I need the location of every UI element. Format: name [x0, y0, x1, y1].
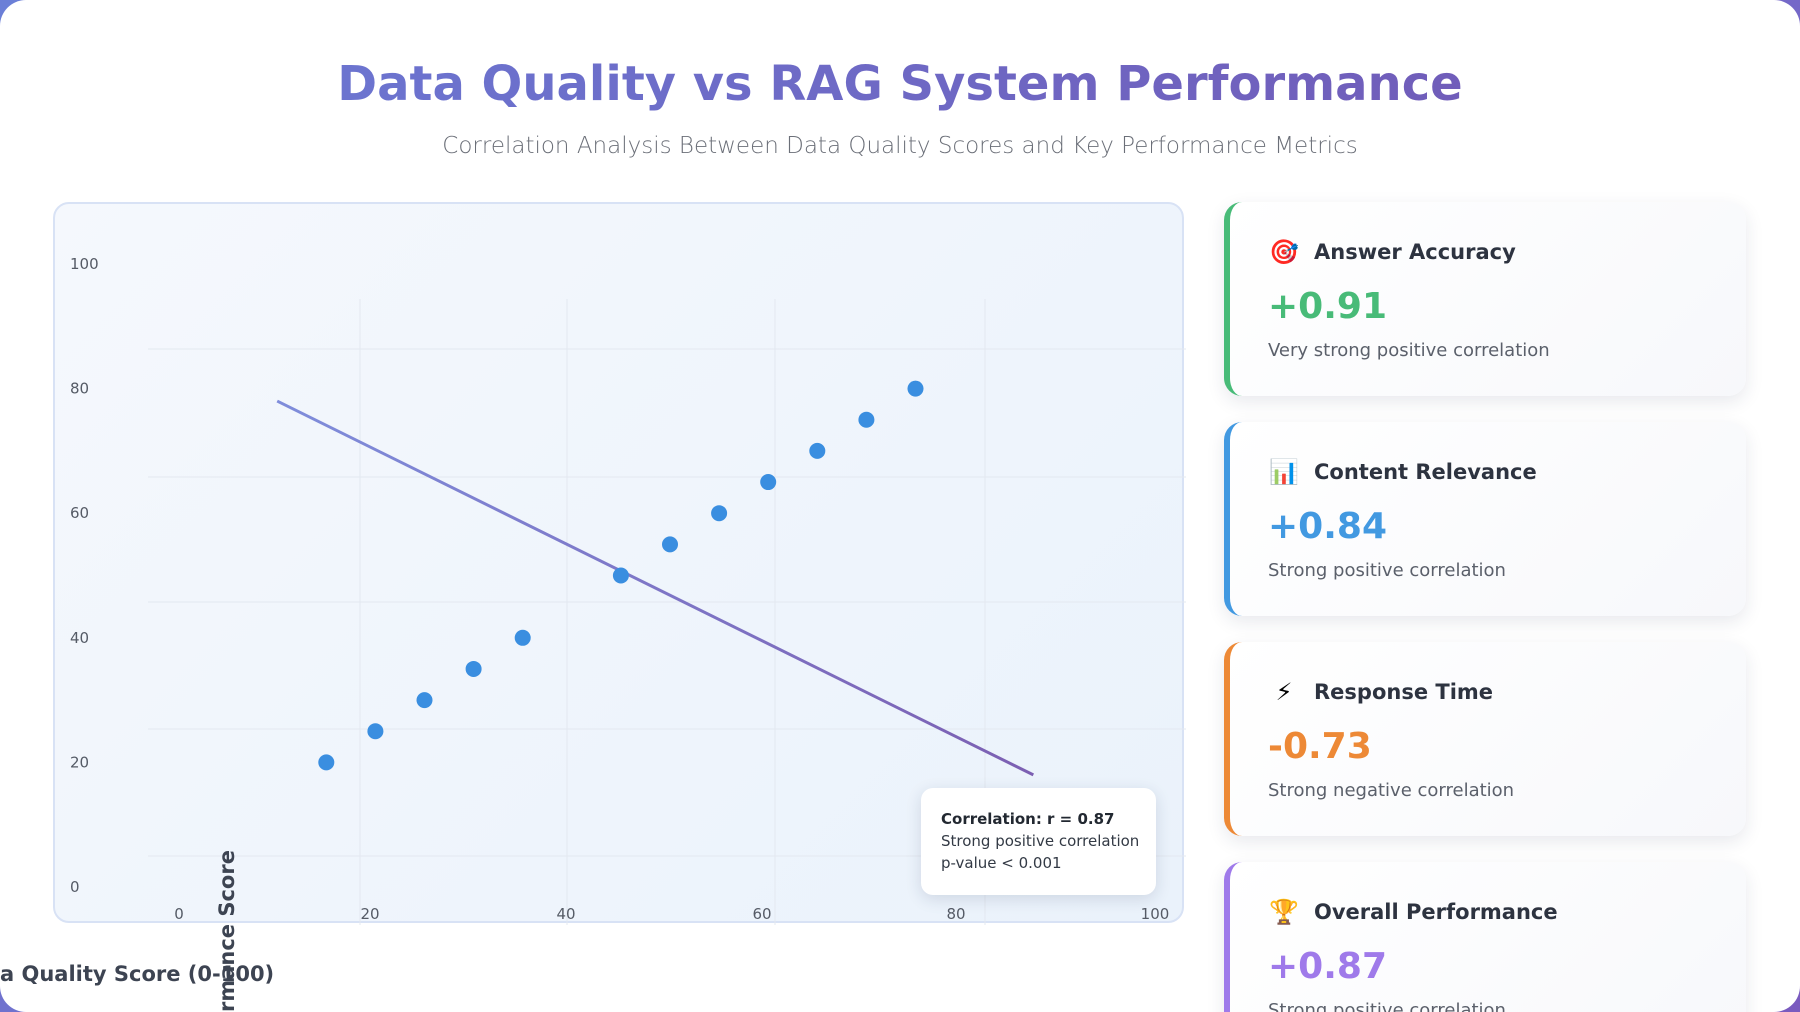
metric-value: +0.91 — [1268, 286, 1387, 327]
metric-description: Strong positive correlation — [1268, 560, 1506, 581]
y-tick-label: 80 — [70, 380, 89, 398]
data-point — [711, 505, 728, 522]
y-tick-label: 20 — [70, 753, 89, 771]
metric-header: ⚡ Response Time — [1268, 676, 1493, 708]
data-point — [367, 723, 384, 740]
page-title: Data Quality vs RAG System Performance — [0, 56, 1800, 112]
metric-value: -0.73 — [1268, 726, 1372, 767]
trophy-icon: 🏆 — [1269, 898, 1299, 926]
x-tick-label: 40 — [556, 905, 575, 923]
lightning-icon: ⚡ — [1275, 678, 1293, 706]
metric-value: +0.84 — [1268, 506, 1387, 547]
page-subtitle: Correlation Analysis Between Data Qualit… — [442, 133, 1358, 159]
x-tick-label: 20 — [360, 905, 379, 923]
y-tick-label: 60 — [70, 504, 89, 522]
metric-label: Response Time — [1314, 680, 1494, 704]
data-point — [858, 411, 875, 428]
metric-card-overall-performance: 🏆 Overall Performance +0.87 Strong posit… — [1224, 862, 1746, 1012]
bar-chart-icon: 📊 — [1269, 458, 1299, 486]
tooltip-line-1: Strong positive correlation — [941, 832, 1140, 850]
y-tick-label: 40 — [70, 629, 89, 647]
metric-header: 🏆 Overall Performance — [1268, 896, 1558, 928]
data-point — [907, 380, 924, 397]
chart-panel: 0 20 40 60 80 100 0 20 40 60 80 100 — [53, 202, 1186, 925]
data-point — [760, 474, 777, 491]
x-tick-label: 100 — [1141, 905, 1170, 923]
x-tick-label: 80 — [946, 905, 965, 923]
metric-card-content-relevance: 📊 Content Relevance +0.84 Strong positiv… — [1224, 422, 1746, 616]
metric-card-answer-accuracy: 🎯 Answer Accuracy +0.91 Very strong posi… — [1224, 202, 1746, 396]
data-point — [465, 660, 482, 677]
metric-header: 📊 Content Relevance — [1268, 456, 1537, 488]
metric-label: Content Relevance — [1314, 460, 1537, 484]
metric-description: Very strong positive correlation — [1268, 340, 1550, 361]
data-point — [662, 536, 678, 553]
tooltip-line-2: p-value < 0.001 — [941, 854, 1062, 872]
correlation-tooltip: Correlation: r = 0.87 Strong positive co… — [921, 788, 1156, 895]
tooltip-title: Correlation: r = 0.87 — [941, 810, 1115, 828]
data-point — [612, 567, 629, 584]
metric-description: Strong positive correlation — [1268, 1000, 1506, 1012]
y-tick-label: 100 — [70, 255, 99, 273]
y-axis-label: rmance Score — [215, 850, 239, 1012]
metric-description: Strong negative correlation — [1268, 780, 1515, 801]
x-axis-label: a Quality Score (0-100) — [0, 962, 275, 986]
metric-card-response-time: ⚡ Response Time -0.73 Strong negative co… — [1224, 642, 1746, 836]
x-tick-label: 0 — [174, 905, 184, 923]
metric-label: Answer Accuracy — [1314, 240, 1516, 264]
metric-header: 🎯 Answer Accuracy — [1268, 236, 1516, 268]
metric-value: +0.87 — [1268, 946, 1387, 987]
scatter-chart: 0 20 40 60 80 100 0 20 40 60 80 100 — [70, 255, 1186, 925]
data-point — [809, 442, 826, 459]
data-point — [514, 629, 531, 646]
x-tick-label: 60 — [752, 905, 771, 923]
data-point — [416, 692, 433, 709]
y-tick-label: 0 — [70, 878, 80, 896]
trend-line — [276, 399, 1035, 777]
target-icon: 🎯 — [1269, 238, 1299, 266]
data-point — [318, 754, 335, 771]
metric-label: Overall Performance — [1314, 900, 1558, 924]
